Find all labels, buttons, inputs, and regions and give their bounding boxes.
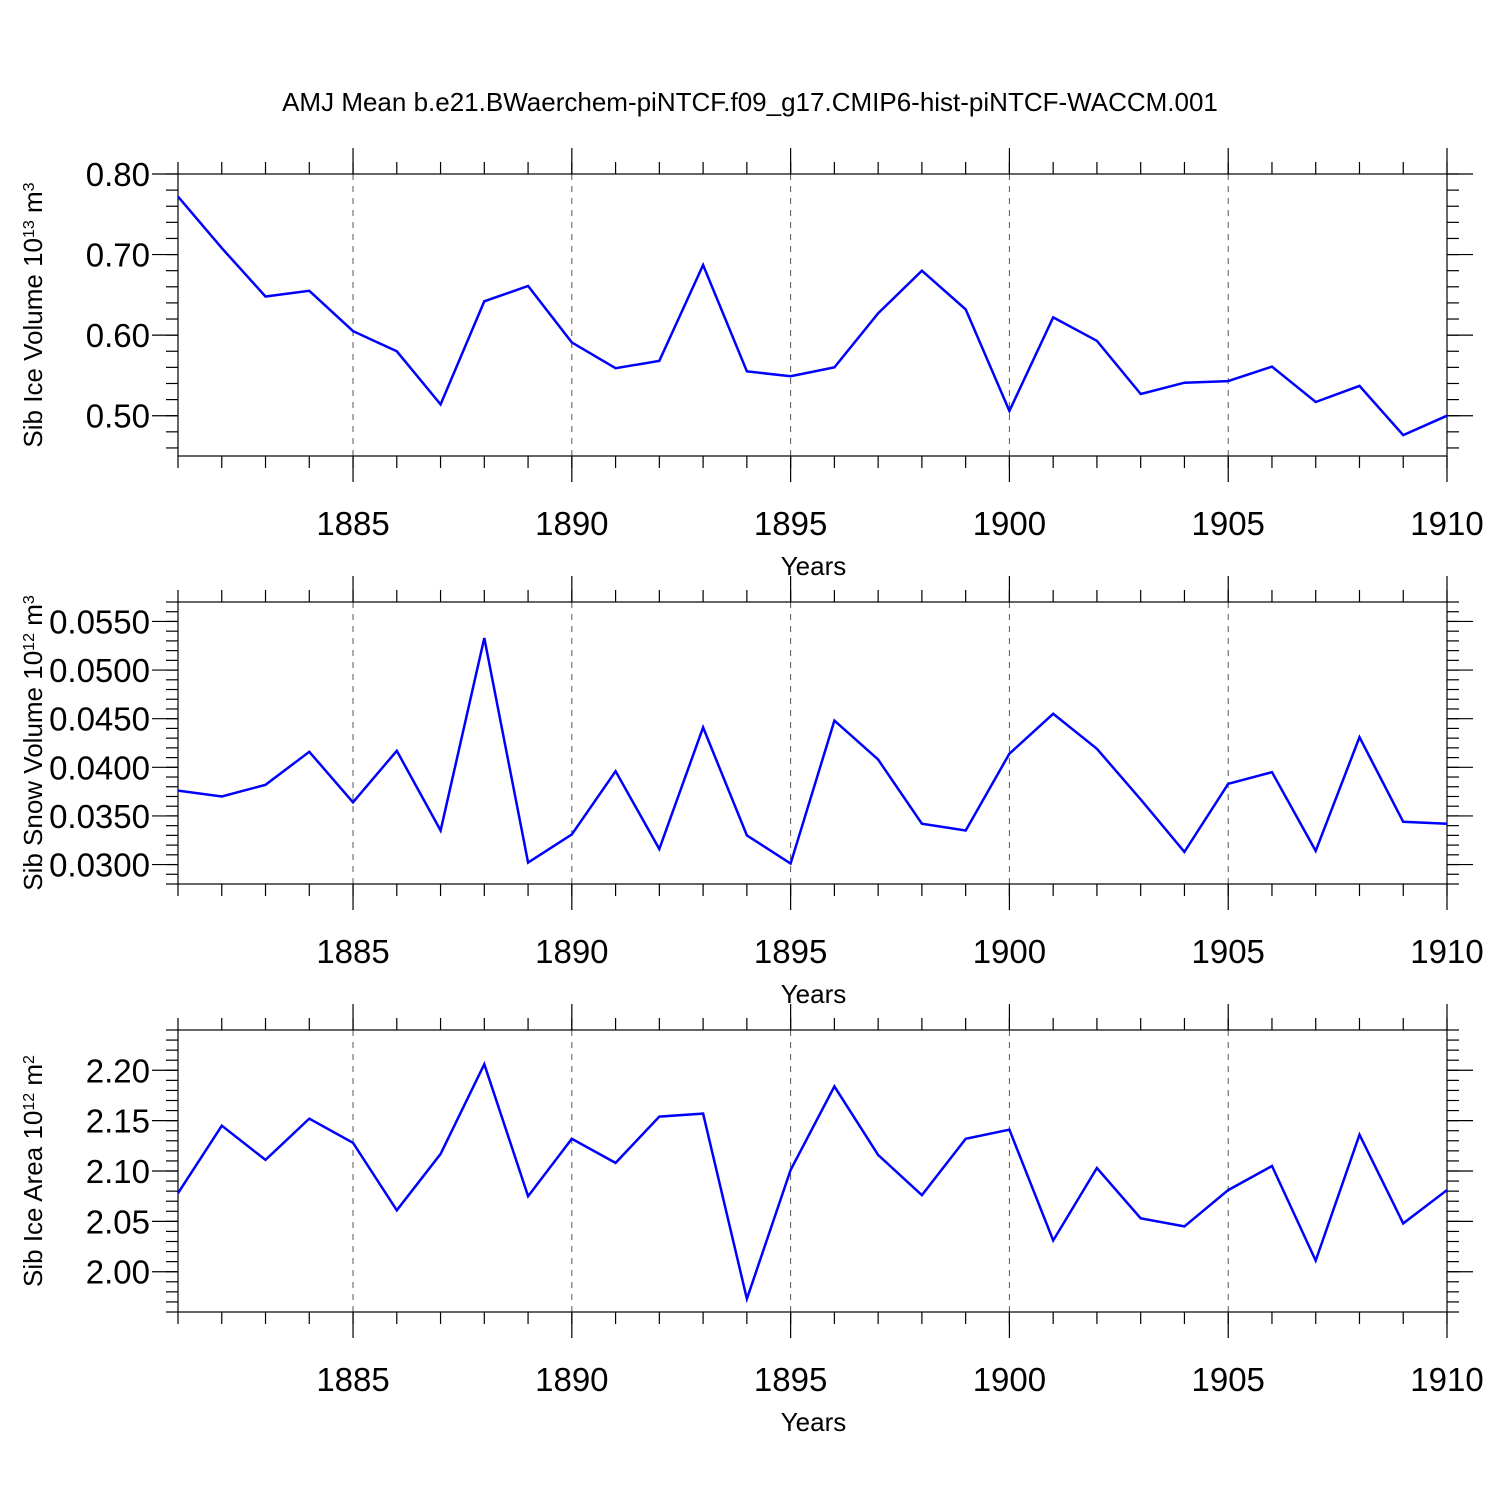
y-tick-label: 0.0550 <box>49 603 150 640</box>
y-tick-label: 0.80 <box>86 156 150 193</box>
x-tick-label: 1900 <box>973 505 1046 542</box>
y-axis-title-exponent: 12 <box>21 633 38 651</box>
series-line <box>178 637 1447 866</box>
y-tick-label: 2.20 <box>86 1052 150 1089</box>
y-axis-title-unit: m <box>18 604 48 633</box>
y-axis-title-text: Sib Ice Volume 10 <box>18 238 48 448</box>
y-tick-label: 0.50 <box>86 398 150 435</box>
y-tick-label: 0.0300 <box>49 847 150 884</box>
x-tick-label: 1910 <box>1410 505 1483 542</box>
x-tick-label: 1895 <box>754 1361 827 1398</box>
series-line <box>178 195 1447 437</box>
x-tick-label: 1885 <box>316 933 389 970</box>
y-axis-title-exponent: 13 <box>21 220 38 238</box>
y-axis-title: Sib Snow Volume 1012 m3 <box>18 595 48 891</box>
x-tick-label: 1885 <box>316 1361 389 1398</box>
y-axis-title-unit-exponent: 2 <box>21 1055 38 1064</box>
series-line <box>178 1060 1447 1304</box>
x-tick-label: 1890 <box>535 933 608 970</box>
x-tick-label: 1910 <box>1410 1361 1483 1398</box>
y-tick-label: 2.00 <box>86 1254 150 1291</box>
x-tick-label: 1910 <box>1410 933 1483 970</box>
x-tick-label: 1905 <box>1191 933 1264 970</box>
y-axis-title-unit-exponent: 3 <box>21 595 38 604</box>
x-tick-label: 1885 <box>316 505 389 542</box>
y-axis-title-unit: m <box>18 191 48 220</box>
x-axis-title: Years <box>781 979 847 1009</box>
y-tick-label: 0.60 <box>86 317 150 354</box>
y-axis-title-text: Sib Ice Area 10 <box>18 1111 48 1287</box>
y-tick-label: 2.10 <box>86 1153 150 1190</box>
y-tick-label: 2.15 <box>86 1103 150 1140</box>
x-tick-label: 1895 <box>754 505 827 542</box>
x-tick-label: 1895 <box>754 933 827 970</box>
x-tick-label: 1900 <box>973 1361 1046 1398</box>
y-axis-title: Sib Ice Area 1012 m2 <box>18 1055 48 1287</box>
y-tick-label: 0.0400 <box>49 749 150 786</box>
x-tick-label: 1905 <box>1191 505 1264 542</box>
chart-panel-2: 1885 1890 1895 1900 1905 1910 0.0550 0.0500 0.04… <box>18 576 1484 1009</box>
y-axis-title: Sib Ice Volume 1013 m3 <box>18 182 48 447</box>
y-axis-title-exponent: 12 <box>21 1093 38 1111</box>
y-tick-label: 0.0450 <box>49 701 150 738</box>
plot-frame <box>177 601 1448 885</box>
y-tick-label: 0.0500 <box>49 652 150 689</box>
y-tick-label: 2.05 <box>86 1203 150 1240</box>
y-axis-title-text: Sib Snow Volume 10 <box>18 651 48 891</box>
y-axis-title-unit-exponent: 3 <box>21 182 38 191</box>
x-tick-label: 1905 <box>1191 1361 1264 1398</box>
chart-title: AMJ Mean b.e21.BWaerchem-piNTCF.f09_g17.… <box>282 87 1218 117</box>
x-axis-title: Years <box>781 551 847 581</box>
chart-panel-1: 1885 1890 1895 1900 1905 1910 0.80 0.70 0.60 0.50… <box>18 148 1484 581</box>
y-tick-label: 0.70 <box>86 237 150 274</box>
chart-panel-3: 1885 1890 1895 1900 1905 1910 2.20 2.15 2.10 2.05… <box>18 1004 1484 1437</box>
x-tick-label: 1890 <box>535 1361 608 1398</box>
plot-frame <box>177 173 1448 457</box>
y-axis-title-unit: m <box>18 1064 48 1093</box>
y-tick-label: 0.0350 <box>49 798 150 835</box>
x-tick-label: 1900 <box>973 933 1046 970</box>
plot-frame <box>177 1029 1448 1313</box>
x-axis-title: Years <box>781 1407 847 1437</box>
x-tick-label: 1890 <box>535 505 608 542</box>
